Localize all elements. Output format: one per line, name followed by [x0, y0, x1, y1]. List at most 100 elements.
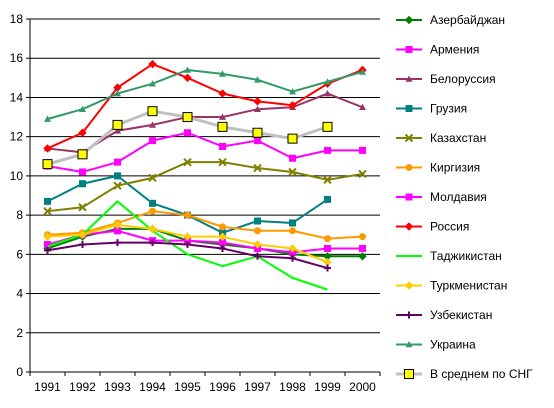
legend-label: Белоруссия	[430, 72, 496, 86]
data-point	[324, 146, 331, 154]
data-point	[253, 97, 262, 106]
x-tick-label: 1995	[174, 380, 201, 394]
data-point	[44, 197, 51, 205]
data-point	[287, 133, 298, 144]
data-point	[79, 105, 86, 113]
data-point	[113, 181, 122, 190]
legend-label: Узбекистан	[430, 308, 492, 322]
y-tick-label: 12	[10, 130, 24, 144]
data-point	[404, 15, 414, 25]
data-point	[254, 76, 261, 83]
data-point	[79, 168, 86, 176]
data-point	[114, 239, 121, 247]
data-point	[219, 244, 226, 252]
data-point	[78, 203, 87, 212]
x-tick-label: 1999	[314, 380, 341, 394]
data-point	[358, 169, 367, 179]
data-point	[44, 115, 51, 122]
data-point	[219, 239, 226, 247]
series-line	[47, 210, 363, 240]
data-point	[324, 264, 331, 272]
legend-item: Азербайджан	[396, 13, 505, 27]
legend-item: Таджикистан	[396, 249, 502, 263]
data-point	[78, 128, 87, 137]
legend-item: Туркменистан	[396, 279, 507, 293]
data-point	[405, 164, 413, 171]
legend-label: Таджикистан	[430, 249, 502, 263]
data-point	[404, 281, 414, 290]
data-point	[288, 101, 297, 110]
data-point	[359, 68, 366, 75]
data-point	[252, 127, 263, 138]
data-point	[114, 127, 121, 134]
data-point	[254, 252, 261, 260]
data-point	[288, 244, 297, 253]
data-point	[184, 241, 191, 249]
series-lines	[42, 59, 367, 291]
data-point	[183, 73, 192, 83]
data-point	[359, 233, 366, 241]
data-point	[114, 158, 121, 166]
data-point	[358, 252, 367, 261]
legend-label: Туркменистан	[430, 279, 507, 293]
data-point	[405, 311, 413, 319]
legend-label: Россия	[430, 220, 469, 234]
data-point	[219, 113, 226, 120]
series	[44, 66, 366, 122]
legend-label: В среднем по СНГ	[430, 367, 533, 381]
data-point	[114, 172, 121, 180]
data-point	[79, 241, 86, 249]
legend: Азербайджан Армения Белоруссия Грузия Казахс…	[396, 13, 533, 381]
data-point	[113, 220, 122, 230]
data-point	[43, 206, 52, 216]
legend-label: Грузия	[430, 102, 467, 116]
data-point	[43, 232, 52, 241]
data-point	[149, 137, 156, 145]
data-point	[219, 142, 226, 150]
legend-label: Азербайджан	[430, 13, 505, 27]
series-line	[47, 200, 328, 291]
series	[47, 200, 328, 291]
x-axis: 1991 1992 1993 1994 1995 1996 1997 1998 1999 2000	[29, 371, 381, 394]
grid-lines	[30, 18, 380, 334]
data-point	[405, 341, 413, 348]
data-point	[218, 157, 227, 167]
data-point	[253, 240, 262, 249]
legend-item: Украина	[396, 338, 476, 352]
data-point	[254, 217, 261, 225]
data-point	[289, 154, 296, 162]
data-point	[288, 167, 297, 177]
data-point	[404, 369, 414, 379]
series-line	[47, 161, 363, 213]
y-tick-label: 6	[16, 247, 23, 261]
data-point	[359, 103, 366, 111]
data-point	[183, 232, 192, 241]
data-point	[405, 105, 413, 112]
data-point	[324, 235, 331, 243]
data-point	[219, 223, 226, 231]
series	[44, 239, 331, 272]
data-point	[405, 75, 413, 82]
data-point	[42, 159, 53, 170]
data-point	[183, 157, 192, 167]
series-line	[47, 63, 363, 150]
data-point	[254, 227, 261, 235]
y-tick-label: 18	[10, 12, 24, 26]
legend-item: Россия	[396, 220, 469, 234]
data-point	[149, 80, 156, 87]
data-point	[324, 244, 331, 252]
legend-item: В среднем по СНГ	[396, 367, 533, 381]
data-point	[147, 106, 158, 117]
data-point	[77, 149, 88, 160]
data-point	[404, 133, 414, 143]
series-line	[47, 92, 363, 154]
y-tick-label: 16	[10, 51, 24, 65]
data-point	[324, 195, 331, 203]
data-point	[254, 105, 261, 113]
data-point	[289, 227, 296, 235]
y-tick-label: 0	[16, 365, 23, 379]
legend-item: Казахстан	[396, 131, 486, 145]
series-line	[47, 229, 363, 254]
data-point	[324, 90, 331, 97]
